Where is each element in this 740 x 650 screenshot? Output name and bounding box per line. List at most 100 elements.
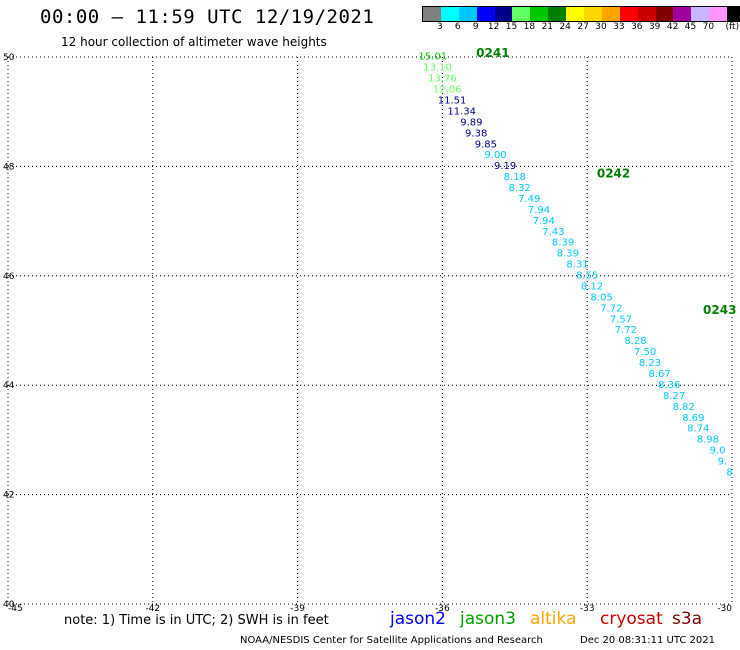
swh-data-label: 8.39 [552,238,574,249]
swh-data-label: 8.23 [639,358,661,369]
swh-data-label: 8.31 [566,260,588,271]
color-scale-swatch [476,7,495,21]
satellite-label-cryosat: cryosat [600,609,663,629]
y-tick-label: 44 [3,381,15,391]
color-scale-label: (ft) [725,22,740,32]
generation-timestamp: Dec 20 08:31:11 UTC 2021 [580,635,715,646]
color-scale-label: 36 [631,22,643,32]
swh-data-label: 9.0 [710,446,726,457]
swh-data-label: 7.72 [600,303,622,314]
swh-data-label: 8.05 [591,292,613,303]
color-scale-label: 39 [648,22,661,32]
pass-number-label: 0241 [476,46,509,60]
color-scale-swatch [601,7,620,21]
color-scale-label: 21 [541,22,554,32]
color-scale-label: 42 [666,22,679,32]
swh-data-label: 8.39 [557,249,579,260]
color-scale-swatch [548,7,567,21]
color-scale-swatch [727,7,740,21]
swh-data-label: 12.06 [433,85,462,96]
color-scale-label: 24 [559,22,571,32]
swh-data-label: 7.94 [533,216,555,227]
swh-data-label: 8.36 [658,380,680,391]
color-scale-label: 12 [487,22,500,32]
satellite-label-s3a: s3a [672,609,703,629]
swh-data-label: 9.00 [484,150,506,161]
color-scale-swatch [709,7,728,21]
swh-data-label: 7.57 [610,314,632,325]
color-scale-label: 15 [505,22,518,32]
swh-data-label: 8.98 [697,435,719,446]
swh-data-label: 8.67 [648,369,670,380]
color-scale-swatch [691,7,710,21]
satellite-label-jason2: jason2 [390,609,446,629]
swh-data-label: 8.55 [576,271,598,282]
color-scale-swatch [584,7,602,21]
color-scale-labels: 3 6 9 12 15 18 21 24 27 30 33 36 39 42 45 70 (ft) [422,22,740,34]
y-tick-label: 48 [3,162,15,172]
swh-data-label: 11.34 [447,106,476,117]
swh-data-label: 8.69 [682,413,704,424]
swh-data-label: 8 [726,467,732,478]
swh-data-label: 13.10 [423,63,452,74]
swh-data-label: 8.32 [508,183,530,194]
color-scale-swatch [440,7,459,21]
x-tick-label: -42 [145,604,160,614]
color-scale-swatch [673,7,692,21]
color-scale-swatch [512,7,531,21]
color-scale-label: 27 [577,22,589,32]
x-tick-label: -45 [8,604,23,614]
x-tick-label: -30 [717,604,732,614]
swh-data-label: 7.49 [518,194,540,205]
x-tick-label: -33 [580,604,595,614]
page-title: 00:00 – 11:59 UTC 12/19/2021 [40,6,375,28]
swh-data-label: 8.12 [581,281,603,292]
satellite-label-altika: altika [530,609,577,629]
color-scale-swatch [655,7,674,21]
color-scale-swatch [423,7,441,21]
swh-data-label: 15.01 [418,52,447,63]
y-tick-label: 40 [3,600,15,610]
swh-data-label: 9.85 [475,139,497,150]
swh-data-label: 8.18 [504,172,526,183]
pass-number-label: 0243 [703,303,736,317]
pass-number-label: 0242 [597,166,630,180]
swh-data-label: 9. [718,457,728,468]
color-scale-swatch [494,7,513,21]
satellite-label-jason3: jason3 [460,609,516,629]
swh-data-label: 9.89 [460,117,482,128]
swh-data-label: 7.43 [542,227,564,238]
credit-text: NOAA/NESDIS Center for Satellite Applica… [240,635,543,646]
color-scale-label: 9 [472,22,479,32]
color-scale-label: 45 [684,22,697,32]
swh-data-label: 7.72 [615,325,637,336]
swh-data-label: 11.51 [438,95,467,106]
color-scale-swatch [458,7,477,21]
swh-data-label: 8.28 [624,336,646,347]
color-scale-label: 30 [595,22,607,32]
color-scale-swatch [637,7,656,21]
y-tick-label: 42 [3,491,14,501]
swh-data-label: 13.76 [428,74,457,85]
color-scale-label: 18 [523,22,536,32]
x-tick-label: -39 [290,604,305,614]
color-scale-label: 3 [437,22,443,32]
color-scale-bar [422,6,740,22]
swh-data-label: 9.19 [494,161,516,172]
y-tick-label: 50 [3,53,15,63]
color-scale-label: 6 [454,22,461,32]
swh-data-label: 7.94 [528,205,550,216]
swh-data-label: 8.27 [663,391,685,402]
color-scale-label: 33 [613,22,625,32]
swh-data-label: 8.74 [687,424,709,435]
footer-note: note: 1) Time is in UTC; 2) SWH is in fe… [64,613,329,628]
color-scale-swatch [619,7,638,21]
y-tick-label: 46 [3,272,15,282]
swh-data-label: 8.82 [673,402,695,413]
swh-data-label: 9.38 [465,128,487,139]
color-scale-label: 70 [702,22,715,32]
swh-data-label: 7.50 [634,347,656,358]
page-subtitle: 12 hour collection of altimeter wave hei… [61,35,327,49]
color-scale-swatch [566,7,585,21]
